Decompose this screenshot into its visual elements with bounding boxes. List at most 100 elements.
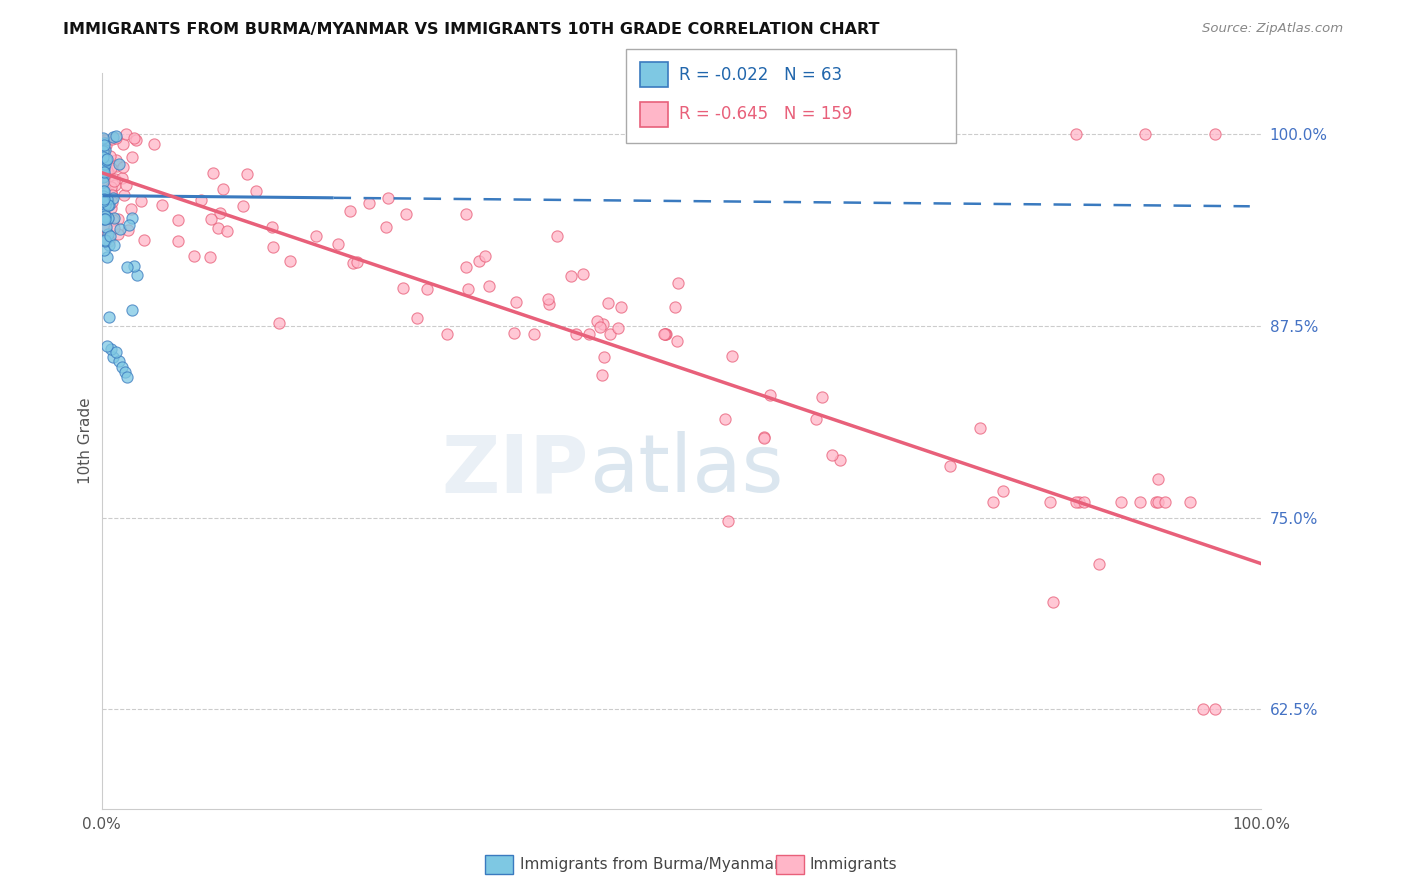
Point (104, 128, 127, 143)
Point (391, 281, 413, 295)
Point (93, 161, 115, 175)
Point (111, 360, 134, 375)
Point (115, 260, 138, 274)
Point (98, 187, 121, 202)
Point (477, 279, 499, 293)
Point (1178, 495, 1201, 509)
Point (93, 207, 115, 221)
Point (346, 255, 368, 269)
Point (114, 365, 136, 379)
Point (1042, 595, 1064, 609)
Point (666, 276, 689, 290)
Point (720, 349, 742, 363)
Point (811, 390, 834, 404)
Point (406, 311, 429, 326)
Point (262, 240, 284, 254)
Point (94, 198, 117, 212)
Point (1109, 495, 1132, 509)
Point (589, 320, 612, 334)
Point (97, 198, 120, 212)
Point (96, 138, 118, 153)
Point (101, 212, 124, 227)
Point (105, 153, 128, 167)
Point (124, 130, 146, 145)
Point (436, 326, 458, 341)
Point (101, 188, 124, 202)
Point (454, 260, 477, 274)
Text: R = -0.022   N = 63: R = -0.022 N = 63 (679, 66, 842, 84)
Point (120, 202, 142, 216)
Point (654, 326, 676, 341)
Point (502, 326, 524, 340)
Point (132, 233, 155, 247)
Point (607, 321, 630, 335)
Point (105, 159, 128, 173)
Point (91, 164, 114, 178)
Point (377, 191, 399, 205)
Point (101, 129, 124, 144)
Point (108, 157, 131, 171)
Point (599, 326, 621, 341)
Point (96, 250, 118, 264)
Point (654, 326, 676, 341)
Point (98, 235, 121, 249)
Point (96, 192, 118, 206)
Point (339, 204, 361, 219)
Point (939, 459, 962, 474)
Point (236, 167, 259, 181)
Point (93, 169, 115, 183)
Point (112, 137, 135, 152)
Point (245, 185, 267, 199)
Point (104, 345, 127, 359)
Text: Immigrants from Burma/Myanmar: Immigrants from Burma/Myanmar (520, 857, 780, 871)
Point (98, 310, 121, 325)
Point (107, 227, 129, 241)
Point (98, 229, 121, 244)
Point (91, 150, 114, 164)
Point (103, 211, 125, 226)
Point (454, 207, 477, 221)
Point (1154, 495, 1177, 509)
Point (1039, 495, 1062, 509)
Text: R = -0.645   N = 159: R = -0.645 N = 159 (679, 105, 852, 123)
Point (981, 495, 1004, 509)
Point (654, 326, 676, 341)
Point (505, 294, 527, 309)
Point (93, 212, 115, 227)
Point (1088, 557, 1111, 571)
Point (121, 302, 143, 317)
Point (93, 168, 115, 182)
Point (91, 189, 114, 203)
Point (260, 220, 283, 235)
Point (416, 282, 439, 296)
Point (98, 149, 121, 163)
Point (91, 133, 114, 147)
Point (207, 220, 229, 235)
Point (93, 233, 115, 247)
Point (105, 131, 128, 145)
Point (97, 211, 120, 225)
Point (97, 185, 120, 199)
Point (357, 195, 380, 210)
Point (107, 212, 129, 227)
Point (91, 166, 114, 180)
Point (97, 211, 120, 226)
Point (150, 198, 173, 212)
Point (201, 166, 224, 180)
Point (91, 219, 114, 234)
Point (101, 191, 124, 205)
Point (1192, 702, 1215, 716)
Point (91, 184, 114, 198)
Point (232, 198, 254, 212)
Point (97, 198, 120, 212)
Point (586, 313, 609, 327)
Point (94, 234, 117, 248)
Point (198, 250, 221, 264)
Point (1135, 128, 1157, 142)
Point (200, 212, 222, 227)
Point (91, 167, 114, 181)
Point (100, 161, 122, 176)
Point (103, 221, 125, 235)
Point (98, 168, 121, 182)
Point (717, 514, 740, 528)
